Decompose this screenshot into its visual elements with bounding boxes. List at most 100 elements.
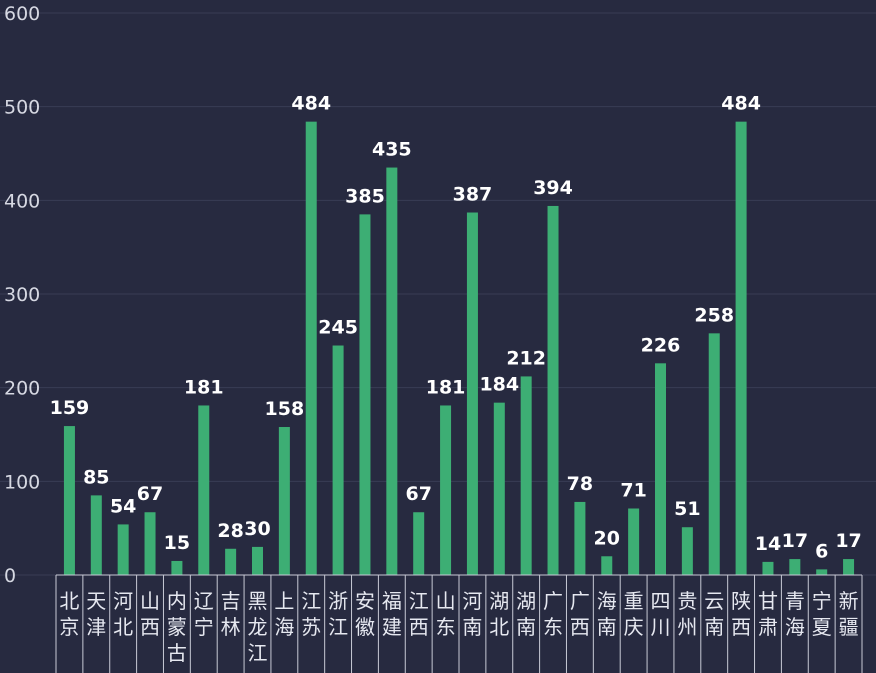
data-label: 385 (345, 185, 385, 207)
data-label: 181 (426, 376, 466, 398)
bar (762, 561, 774, 575)
data-label: 484 (291, 93, 331, 115)
bar (816, 569, 828, 575)
x-tick-label: 黑龙江 (248, 589, 268, 665)
y-tick-label: 300 (4, 284, 40, 306)
data-label: 212 (506, 347, 546, 369)
x-tick-label: 上海 (274, 589, 294, 639)
bar (843, 559, 855, 575)
x-tick-label: 海南 (597, 589, 617, 639)
data-label: 184 (479, 374, 519, 396)
data-label: 159 (50, 397, 90, 419)
bar (493, 402, 505, 575)
bar (789, 559, 801, 575)
bar (655, 363, 666, 575)
bar (413, 512, 425, 575)
y-tick-label: 0 (4, 565, 16, 587)
x-tick-label: 云南 (704, 589, 724, 639)
data-label: 6 (815, 540, 828, 562)
bar (144, 512, 156, 575)
x-tick-label: 山西 (140, 589, 160, 639)
y-tick-label: 500 (4, 97, 40, 119)
data-label: 181 (184, 376, 224, 398)
data-label: 245 (318, 317, 358, 339)
x-tick-label: 安徽 (355, 589, 375, 639)
x-tick-label: 浙江 (328, 589, 348, 639)
data-label: 51 (674, 498, 700, 520)
y-tick-label: 100 (4, 471, 40, 493)
x-tick-label: 天津 (86, 589, 106, 639)
data-label: 54 (110, 495, 136, 517)
data-label: 20 (594, 527, 620, 549)
x-tick-label: 湖北 (489, 589, 509, 639)
x-tick-label: 湖南 (516, 589, 536, 639)
x-tick-label: 河北 (113, 589, 133, 639)
bar (574, 501, 586, 575)
data-label: 30 (244, 518, 270, 540)
gridlines (0, 12, 876, 576)
data-label: 78 (567, 473, 593, 495)
x-tick-label: 广西 (570, 589, 590, 639)
x-tick-label: 河南 (462, 589, 482, 639)
data-label: 226 (641, 334, 681, 356)
data-label: 394 (533, 177, 573, 199)
data-label: 17 (835, 530, 861, 552)
x-tick-label: 重庆 (624, 589, 644, 639)
data-label: 435 (372, 139, 412, 161)
x-tick-label: 北京 (59, 589, 79, 639)
data-label: 15 (164, 532, 190, 554)
bar (601, 556, 613, 575)
bar (628, 508, 640, 575)
x-tick-label: 陕西 (731, 589, 751, 639)
data-label: 71 (620, 479, 646, 501)
bar (198, 405, 210, 575)
bar (117, 524, 129, 575)
data-label: 67 (405, 483, 431, 505)
data-label: 67 (137, 483, 163, 505)
bar (681, 527, 693, 575)
x-tick-label: 吉林 (221, 589, 241, 639)
bar (90, 495, 102, 575)
data-label: 258 (694, 304, 734, 326)
x-tick-label: 江西 (409, 589, 429, 639)
x-tick-label: 江苏 (301, 589, 321, 639)
bar (547, 205, 559, 575)
bar (171, 560, 183, 575)
bar (708, 333, 720, 575)
bar (278, 427, 290, 575)
bar (305, 121, 317, 576)
x-tick-label: 辽宁 (194, 589, 214, 639)
x-tick-label: 山东 (436, 589, 456, 639)
x-tick-label: 甘肃 (758, 589, 778, 639)
data-label: 85 (83, 466, 109, 488)
x-tick-label: 广东 (543, 589, 563, 639)
x-tick-label: 宁夏 (812, 589, 832, 639)
bar (332, 345, 344, 575)
x-tick-label: 福建 (382, 589, 402, 639)
x-tick-label: 新疆 (839, 589, 859, 639)
y-tick-label: 600 (4, 3, 40, 25)
bar (359, 214, 371, 575)
x-axis: 北京天津河北山西内蒙古辽宁吉林黑龙江上海江苏浙江安徽福建江西山东河南湖北湖南广东… (55, 574, 863, 673)
y-tick-label: 200 (4, 378, 40, 400)
bar (63, 426, 75, 575)
x-tick-label: 内蒙古 (167, 589, 187, 665)
y-tick-label: 400 (4, 190, 40, 212)
bar (466, 212, 478, 575)
data-label: 484 (721, 93, 761, 115)
data-label: 158 (265, 398, 305, 420)
x-tick-label: 青海 (785, 589, 805, 639)
bar (225, 548, 237, 575)
bar (252, 546, 263, 575)
bar (440, 405, 452, 575)
bars (63, 121, 855, 576)
data-label: 17 (782, 530, 808, 552)
bar (386, 167, 398, 576)
bar (520, 376, 532, 575)
data-label: 14 (755, 533, 781, 555)
y-axis-ticks: 0 100 200 300 400 500 600 (4, 3, 40, 587)
bar (735, 121, 747, 576)
x-tick-label: 四川 (651, 589, 671, 639)
